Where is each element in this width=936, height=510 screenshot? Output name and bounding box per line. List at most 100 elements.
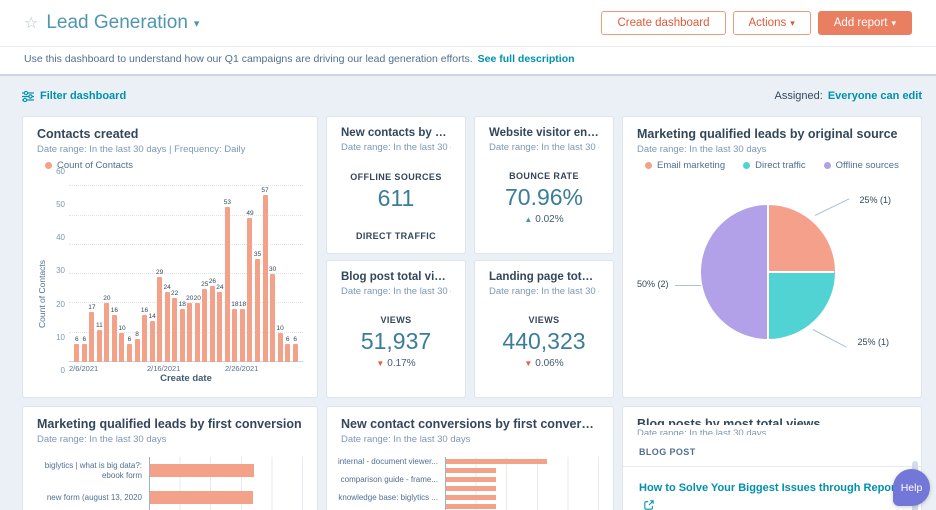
bar[interactable]: 35 [254, 175, 262, 362]
bar[interactable] [446, 467, 497, 474]
bar[interactable]: 29 [156, 175, 164, 362]
add-report-button[interactable]: Add report ▾ [817, 11, 912, 35]
hbar-plot [445, 457, 599, 510]
help-button[interactable]: Help [893, 469, 930, 506]
bar[interactable]: 11 [96, 175, 104, 362]
legend-dot-icon [743, 162, 751, 169]
bar[interactable]: 18 [231, 175, 239, 362]
favorite-star-icon[interactable]: ☆ [24, 15, 39, 32]
bar[interactable]: 10 [276, 175, 284, 362]
see-full-description-link[interactable]: See full description [477, 53, 575, 65]
dashboard-title-chevron-down-icon[interactable]: ▾ [193, 17, 200, 30]
card-new-contacts-by-source: New contacts by sou... Date range: In th… [326, 116, 466, 254]
bar[interactable] [446, 476, 497, 483]
metric-value: 440,323 [502, 328, 586, 354]
bar-value-label: 18 [238, 301, 247, 309]
bar[interactable]: 16 [111, 175, 119, 362]
bar[interactable]: 6 [284, 175, 292, 362]
bar[interactable]: 24 [216, 175, 224, 362]
bar-value-label: 16 [140, 307, 149, 315]
hbar-row [446, 484, 599, 493]
create-dashboard-button[interactable]: Create dashboard [601, 11, 726, 35]
gridline [69, 243, 303, 245]
card-date-range: Date range: In the last 30 days [637, 428, 767, 435]
metric-delta: ▼ 0.17% [376, 358, 416, 369]
bar[interactable] [446, 485, 497, 492]
bar[interactable] [446, 503, 497, 510]
metric-value: 51,937 [360, 328, 432, 354]
bar[interactable]: 22 [171, 175, 179, 362]
bar-value-label: 49 [246, 210, 254, 218]
bar[interactable]: 57 [261, 175, 269, 362]
everyone-can-edit-link[interactable]: Everyone can edit [827, 90, 922, 102]
cards-grid: Contacts created Date range: In the last… [22, 116, 922, 510]
bar[interactable] [446, 494, 497, 501]
bar[interactable] [150, 491, 253, 504]
hbar-category-label [341, 484, 445, 493]
y-tick-label: 50 [56, 199, 65, 209]
legend-item[interactable]: Email marketing [645, 160, 725, 171]
gridline [69, 185, 303, 187]
card-date-range: Date range: In the last 30 days [341, 142, 451, 153]
hbar-row [446, 475, 599, 484]
bar[interactable]: 17 [88, 175, 96, 362]
bar[interactable]: 6 [73, 175, 81, 362]
card-contacts-created: Contacts created Date range: In the last… [22, 116, 318, 398]
bar[interactable]: 20 [186, 175, 194, 362]
bar[interactable]: 14 [148, 175, 156, 362]
bar[interactable] [150, 464, 255, 477]
bar-value-label: 14 [148, 313, 156, 320]
bar-value-label: 30 [268, 266, 277, 274]
legend-dot-icon [823, 162, 831, 169]
actions-button[interactable]: Actions ▾ [732, 11, 811, 35]
hbar-row [150, 457, 303, 484]
bar-value-label: 24 [216, 283, 224, 291]
delta-triangle-icon: ▼ [524, 359, 533, 368]
bar-value-label: 16 [110, 307, 119, 315]
bar[interactable]: 6 [81, 175, 89, 362]
metric: BOUNCE RATE 70.96% ▲ 0.02% [489, 171, 599, 225]
bar[interactable]: 18 [239, 175, 247, 362]
bar[interactable]: 16 [141, 175, 149, 362]
bar-value-label: 20 [193, 295, 201, 303]
annotation-leader-line [675, 285, 701, 286]
filter-sliders-icon [22, 90, 34, 102]
legend-item[interactable]: Offline sources [823, 160, 899, 171]
bar[interactable]: 6 [291, 175, 299, 362]
card-date-range: Date range: In the last 30 days [637, 144, 767, 155]
bar[interactable]: 20 [194, 175, 202, 362]
metric-cards-group: New contacts by sou... Date range: In th… [326, 116, 614, 398]
bar-value-label: 29 [155, 269, 164, 277]
metric: VIEWS 440,323 ▼ 0.06% [489, 315, 599, 369]
hbar-row [446, 457, 599, 466]
bar[interactable]: 24 [163, 175, 171, 362]
bar[interactable]: 18 [178, 175, 186, 362]
legend-dot-icon [45, 162, 52, 169]
pie-separator [768, 271, 834, 273]
bar[interactable]: 53 [224, 175, 232, 362]
bar[interactable]: 6 [126, 175, 134, 362]
bar[interactable]: 49 [246, 175, 254, 362]
bar[interactable]: 20 [103, 175, 111, 362]
hbar-labels: internal - document viewer... comparison … [338, 457, 445, 510]
bar[interactable]: 30 [269, 175, 277, 362]
dashboard-description: Use this dashboard to understand how our… [0, 46, 936, 74]
bar[interactable]: 10 [118, 175, 126, 362]
pie-annotation: 25% (1) [859, 195, 891, 205]
top-bar: ☆ Lead Generation ▾ Create dashboard Act… [0, 0, 936, 46]
bar[interactable]: 26 [209, 175, 217, 362]
pie-annotation: 50% (2) [637, 279, 669, 289]
bar[interactable]: 25 [201, 175, 209, 362]
blog-post-link[interactable]: How to Solve Your Biggest Issues through… [639, 482, 915, 510]
legend-item[interactable]: Direct traffic [743, 160, 806, 171]
bar-value-label: 17 [88, 304, 96, 312]
y-axis-title: Count of Contacts [37, 259, 47, 329]
bar[interactable] [446, 458, 547, 465]
card-title: Blog posts by most total views [637, 417, 821, 426]
bar[interactable]: 8 [133, 175, 141, 362]
x-tick-label: 2/6/2021 [69, 364, 99, 373]
filter-dashboard-link[interactable]: Filter dashboard [22, 90, 126, 102]
contact-conversions-chart: internal - document viewer... comparison … [338, 457, 599, 510]
card-blog-post-total-views: Blog post total views... Date range: In … [326, 260, 466, 398]
bar-value-label: 10 [276, 324, 284, 332]
